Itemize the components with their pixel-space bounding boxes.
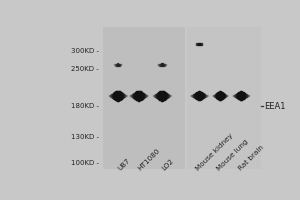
Bar [188,27,261,169]
Text: 100KD -: 100KD - [71,160,99,166]
Text: Mouse kidney: Mouse kidney [195,132,235,172]
Text: 180KD -: 180KD - [71,103,99,109]
Text: 250KD -: 250KD - [71,66,99,72]
Text: EEA1: EEA1 [264,102,286,111]
Text: LO2: LO2 [160,158,174,172]
Text: Rat brain: Rat brain [237,144,265,172]
Text: U87: U87 [117,157,131,172]
Text: 130KD -: 130KD - [71,134,99,140]
Bar [103,27,185,169]
Text: 300KD -: 300KD - [71,48,99,54]
Text: Mouse lung: Mouse lung [216,138,250,172]
Text: HT1080: HT1080 [137,148,161,172]
